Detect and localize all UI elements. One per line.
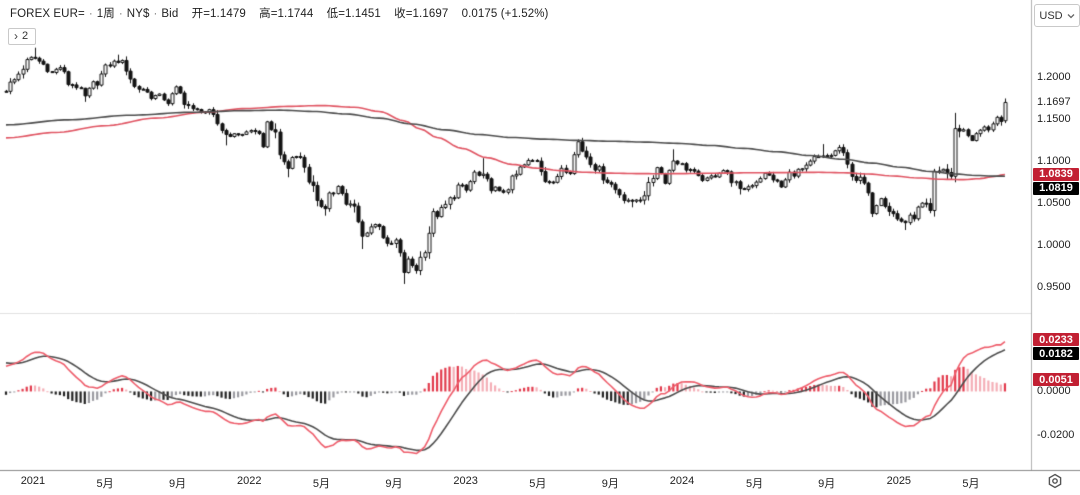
open-value: 1.1479 [210, 8, 246, 20]
x-axis-label: 2024 [669, 475, 695, 487]
chevron-down-icon [1067, 13, 1075, 18]
macd-value-badge: 0.0233 [1033, 333, 1079, 347]
venue-label: NY$ [126, 8, 150, 20]
currency-value: USD [1039, 9, 1063, 22]
x-axis-label: 9月 [385, 478, 403, 490]
high-label: 高= [259, 8, 278, 20]
separator-dot: · [153, 8, 158, 20]
x-axis-label: 5月 [746, 478, 764, 490]
price-tick-label: 1.1000 [1037, 154, 1071, 167]
x-axis-label: 5月 [312, 478, 330, 490]
indicator-tick-label: 0.0000 [1037, 385, 1071, 398]
ma-red-value-badge: 1.0839 [1033, 167, 1079, 181]
high-value: 1.1744 [277, 8, 314, 20]
price-tick-label: 1.1500 [1037, 112, 1071, 125]
macd-signal-value-badge: 0.0182 [1033, 347, 1079, 361]
x-axis-label: 2022 [237, 475, 262, 487]
indicator-tick-label: -0.0200 [1037, 429, 1075, 442]
close-value: 1.1697 [412, 8, 449, 20]
x-axis-label: 2025 [886, 475, 912, 487]
last-price-label: 1.1697 [1037, 96, 1071, 109]
x-axis-label: 9月 [169, 478, 187, 490]
x-axis-label: 9月 [601, 478, 619, 490]
x-axis-label: 2023 [453, 475, 478, 487]
open-label: 开= [191, 8, 211, 20]
price-tick-label: 1.0500 [1037, 196, 1071, 209]
close-label: 收= [394, 8, 413, 20]
low-value: 1.1451 [345, 8, 381, 20]
side-label: Bid [161, 8, 179, 20]
settings-gear-icon[interactable] [1046, 472, 1064, 490]
x-axis-label: 5月 [529, 478, 547, 490]
separator-dot: · [118, 8, 123, 20]
x-axis-label: 5月 [96, 478, 114, 490]
price-tick-label: 0.9500 [1037, 280, 1071, 293]
price-tick-label: 1.0000 [1037, 238, 1071, 251]
price-tick-label: 1.2000 [1037, 70, 1071, 83]
low-label: 低= [326, 8, 346, 20]
x-axis-label: 5月 [962, 478, 980, 490]
change-value: 0.0175 (+1.52%) [461, 8, 549, 20]
separator-dot: · [88, 8, 93, 20]
chevron-right-icon: › [14, 29, 18, 43]
x-axis-label: 2021 [20, 475, 46, 487]
x-axis-label: 9月 [818, 478, 836, 490]
indicator-count: 2 [22, 30, 29, 42]
currency-dropdown[interactable]: USD [1034, 4, 1080, 27]
instrument-symbol: FOREX EUR= [10, 8, 85, 20]
ma-dark-value-badge: 1.0819 [1033, 181, 1079, 195]
chart-legend-header: FOREX EUR= · 1周 · NY$ · Bid 开=1.1479 高=1.1744 … [10, 5, 551, 21]
expand-indicators-button[interactable]: › 2 [8, 28, 37, 45]
macd-histogram-value-badge: 0.0051 [1033, 373, 1079, 387]
interval-label: 1周 [96, 8, 115, 20]
